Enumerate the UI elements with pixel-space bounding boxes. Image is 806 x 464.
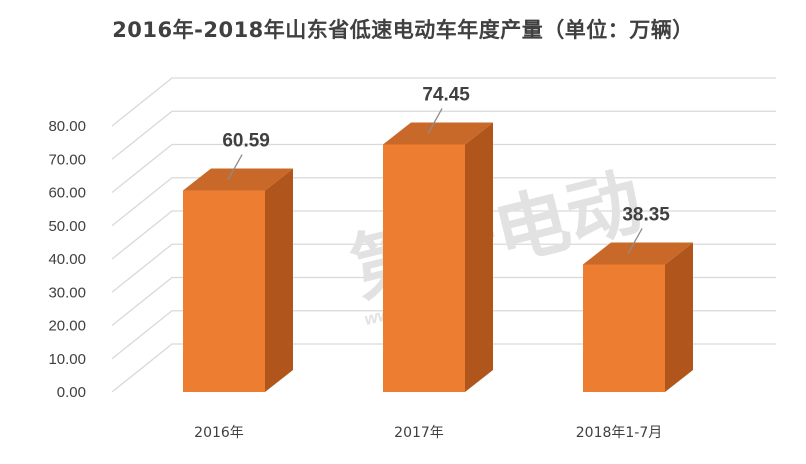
gridline	[111, 177, 776, 227]
gridline	[111, 276, 776, 327]
gridline	[111, 110, 776, 160]
y-tick-label: 60.00	[48, 185, 86, 202]
bar-top	[383, 122, 493, 145]
gridline	[111, 77, 776, 127]
bar: 60.59	[183, 131, 293, 392]
bar-front	[183, 190, 265, 392]
leader-line	[227, 154, 243, 180]
gridline	[111, 343, 776, 393]
leader-line	[427, 108, 443, 134]
data-label: 38.35	[622, 204, 670, 225]
x-axis: 2016年 2017年 2018年1-7月	[194, 425, 662, 441]
data-label: 74.45	[422, 84, 470, 105]
gridline	[111, 143, 776, 194]
bars: 60.59 74.45 38.35	[183, 84, 693, 393]
y-tick-label: 40.00	[48, 251, 86, 268]
gridlines	[111, 77, 776, 393]
y-tick-label: 80.00	[48, 118, 86, 135]
y-tick-label: 0.00	[57, 384, 86, 401]
bar-side	[465, 122, 493, 393]
bar-front	[583, 264, 665, 392]
data-label: 60.59	[222, 131, 270, 152]
bar-top	[183, 168, 293, 191]
y-tick-label: 10.00	[48, 351, 86, 368]
gridline	[111, 210, 776, 260]
y-tick-label: 50.00	[48, 218, 86, 235]
bar: 38.35	[583, 204, 693, 392]
gridline	[111, 310, 776, 360]
y-axis: 0.00 10.00 20.00 30.00 40.00 50.00 60.00 70.00 8…	[48, 118, 86, 401]
bar-side	[665, 242, 693, 392]
gridline	[111, 243, 776, 293]
leader-line	[627, 228, 643, 254]
chart-title: 2016年-2018年山东省低速电动车年度产量（单位：万辆）	[112, 18, 694, 42]
x-tick-label: 2018年1-7月	[576, 425, 663, 441]
y-tick-label: 20.00	[48, 318, 86, 335]
x-tick-label: 2016年	[194, 425, 244, 441]
y-tick-label: 30.00	[48, 284, 86, 301]
bar-side	[265, 168, 293, 392]
bar-top	[583, 242, 693, 265]
bar: 74.45	[383, 84, 493, 393]
x-tick-label: 2017年	[394, 425, 444, 441]
y-tick-label: 70.00	[48, 151, 86, 168]
bar-front	[383, 144, 465, 392]
